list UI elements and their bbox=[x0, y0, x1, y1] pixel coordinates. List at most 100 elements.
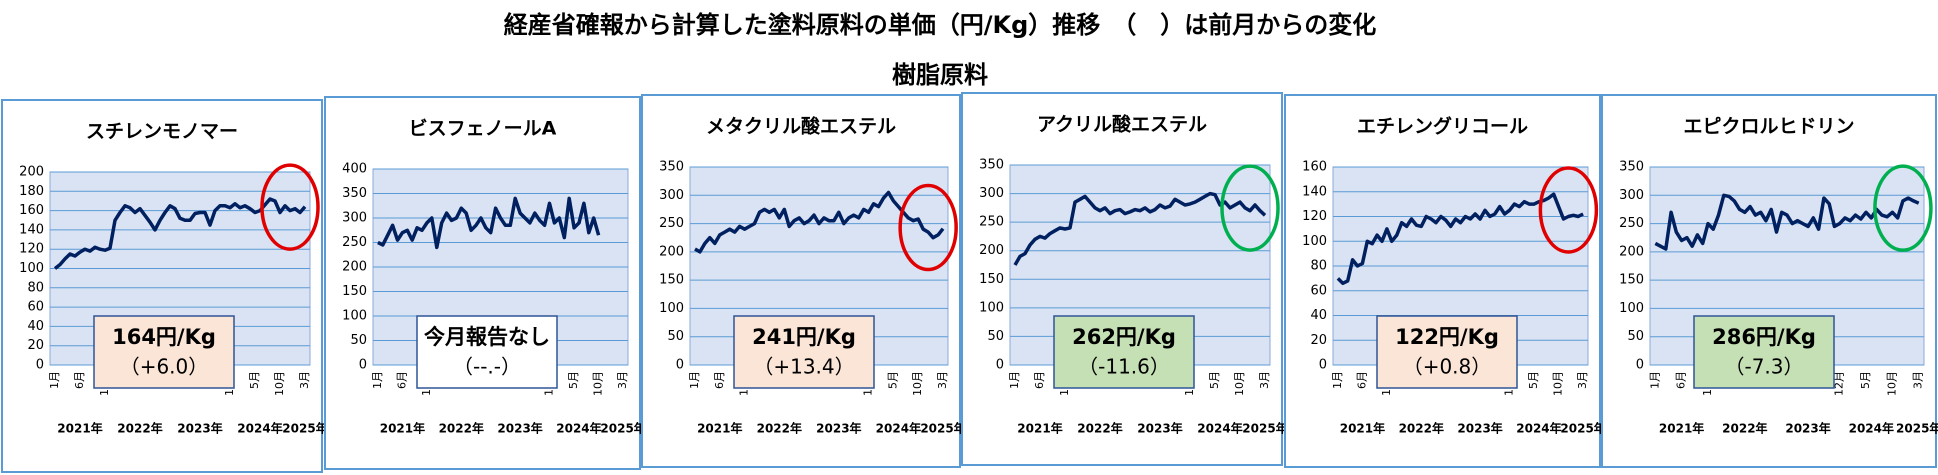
year-label: 2021年 bbox=[380, 421, 425, 436]
year-label: 2022年 bbox=[1722, 421, 1767, 436]
year-label: 2023年 bbox=[816, 421, 861, 436]
x-tick-label: 10月 bbox=[592, 371, 605, 396]
y-tick-label: 160 bbox=[19, 203, 44, 218]
x-tick-label: 6月 bbox=[1033, 371, 1046, 389]
year-label: 2025年 bbox=[1242, 421, 1287, 436]
x-tick-label: 10月 bbox=[273, 371, 286, 396]
year-label: 2022年 bbox=[1077, 421, 1122, 436]
annotation-box bbox=[416, 315, 558, 389]
x-tick-label: 5月 bbox=[886, 371, 899, 389]
annotation-change: （+0.8） bbox=[1403, 355, 1492, 379]
y-tick-label: 140 bbox=[1302, 184, 1327, 199]
year-label: 2025年 bbox=[1896, 421, 1938, 436]
year-label: 2023年 bbox=[497, 421, 542, 436]
y-tick-label: 100 bbox=[979, 300, 1004, 315]
annotation-box bbox=[93, 315, 235, 389]
x-tick-label: 12月 bbox=[1833, 371, 1846, 396]
y-tick-label: 100 bbox=[1619, 301, 1644, 316]
highlight-circle bbox=[898, 183, 958, 272]
y-tick-label: 0 bbox=[996, 358, 1004, 373]
page-title: 経産省確報から計算した塗料原料の単価（円/Kg）推移 （ ）は前月からの変化 bbox=[504, 11, 1377, 39]
annotation-change: （+13.4） bbox=[753, 355, 854, 379]
y-tick-label: 250 bbox=[979, 215, 1004, 230]
y-tick-label: 250 bbox=[1619, 216, 1644, 231]
y-tick-label: 150 bbox=[342, 284, 367, 299]
y-tick-label: 0 bbox=[359, 358, 367, 373]
y-tick-label: 20 bbox=[27, 338, 44, 353]
year-label: 2021年 bbox=[1340, 421, 1385, 436]
y-tick-label: 50 bbox=[1627, 329, 1644, 344]
year-label: 2021年 bbox=[697, 421, 742, 436]
annotation-change: （-7.3） bbox=[1724, 355, 1803, 379]
y-tick-label: 350 bbox=[659, 160, 684, 175]
y-tick-label: 100 bbox=[342, 309, 367, 324]
x-tick-label: 1月 bbox=[1008, 371, 1021, 389]
x-tick-label: 3月 bbox=[1912, 371, 1925, 389]
y-tick-label: 100 bbox=[659, 301, 684, 316]
x-tick-label: 5月 bbox=[1859, 371, 1872, 389]
y-tick-label: 0 bbox=[1319, 358, 1327, 373]
x-tick-label: 5月 bbox=[248, 371, 261, 389]
annotation-box bbox=[733, 315, 875, 389]
y-tick-label: 300 bbox=[659, 188, 684, 203]
y-tick-label: 200 bbox=[342, 260, 367, 275]
chart-title: スチレンモノマー bbox=[86, 121, 238, 143]
x-tick-label: 10月 bbox=[1885, 371, 1898, 396]
year-label: 2023年 bbox=[177, 421, 222, 436]
year-label: 2023年 bbox=[1457, 421, 1502, 436]
year-label: 2025年 bbox=[920, 421, 965, 436]
y-tick-label: 200 bbox=[659, 244, 684, 259]
x-tick-label: 6月 bbox=[1355, 371, 1368, 389]
year-label: 2022年 bbox=[757, 421, 802, 436]
highlight-circle bbox=[1538, 166, 1599, 254]
y-tick-label: 200 bbox=[19, 165, 44, 180]
y-tick-label: 80 bbox=[27, 280, 44, 295]
y-tick-label: 0 bbox=[36, 358, 44, 373]
chart-title: エピクロルヒドリン bbox=[1683, 116, 1854, 138]
year-label: 2023年 bbox=[1137, 421, 1182, 436]
x-tick-label: 10月 bbox=[1233, 371, 1246, 396]
x-tick-label: 10月 bbox=[1552, 371, 1565, 396]
x-tick-label: 1月 bbox=[1331, 371, 1344, 389]
y-tick-label: 140 bbox=[19, 222, 44, 237]
x-tick-label: 1月 bbox=[48, 371, 61, 389]
y-tick-label: 150 bbox=[1619, 273, 1644, 288]
x-tick-label: 3月 bbox=[936, 371, 949, 389]
annotation-box bbox=[1693, 315, 1835, 389]
annotation-change: （+6.0） bbox=[120, 355, 209, 379]
year-label: 2021年 bbox=[57, 421, 102, 436]
y-tick-label: 50 bbox=[987, 329, 1004, 344]
x-tick-label: 5月 bbox=[1208, 371, 1221, 389]
y-tick-label: 120 bbox=[1302, 209, 1327, 224]
annotation-value: 122円/Kg bbox=[1395, 325, 1499, 349]
y-tick-label: 40 bbox=[1310, 308, 1327, 323]
chart-title: ビスフェノールA bbox=[409, 118, 557, 140]
y-tick-label: 80 bbox=[1310, 259, 1327, 274]
year-label: 2022年 bbox=[1399, 421, 1444, 436]
year-label: 2022年 bbox=[439, 421, 484, 436]
annotation-box bbox=[1053, 315, 1195, 389]
year-label: 2021年 bbox=[1659, 421, 1704, 436]
highlight-circle bbox=[1220, 164, 1280, 252]
x-tick-label: 6月 bbox=[1675, 371, 1688, 389]
y-tick-label: 300 bbox=[342, 211, 367, 226]
y-tick-label: 40 bbox=[27, 319, 44, 334]
annotation-box bbox=[1376, 315, 1518, 389]
y-tick-label: 50 bbox=[350, 333, 367, 348]
chart-title: エチレングリコール bbox=[1357, 115, 1528, 138]
x-tick-label: 1月 bbox=[1648, 371, 1661, 389]
y-tick-label: 350 bbox=[1619, 160, 1644, 175]
x-tick-label: 3月 bbox=[616, 371, 629, 389]
year-label: 2024年 bbox=[237, 421, 282, 436]
year-label: 2024年 bbox=[1849, 421, 1894, 436]
highlight-circle bbox=[260, 163, 320, 251]
x-tick-label: 6月 bbox=[713, 371, 726, 389]
annotation-value: 164円/Kg bbox=[112, 325, 216, 349]
y-tick-label: 180 bbox=[19, 184, 44, 199]
data-line bbox=[377, 196, 601, 250]
x-tick-label: 3月 bbox=[298, 371, 311, 389]
annotation-change: （-11.6） bbox=[1078, 355, 1170, 379]
year-label: 2023年 bbox=[1785, 421, 1830, 436]
x-tick-label: 6月 bbox=[395, 371, 408, 389]
y-tick-label: 200 bbox=[1619, 244, 1644, 259]
